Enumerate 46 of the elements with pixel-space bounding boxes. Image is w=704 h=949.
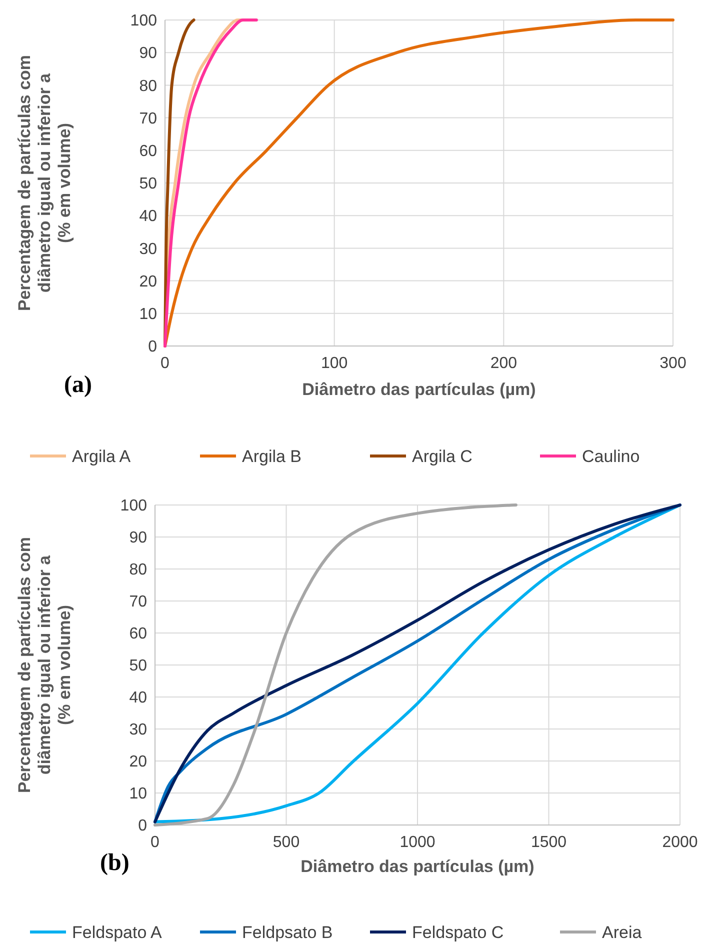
x-tick-label: 1500 xyxy=(530,834,567,851)
y-tick-label: 70 xyxy=(129,594,148,611)
x-axis-title: Diâmetro das partículas (µm) xyxy=(302,380,536,399)
y-tick-label: 90 xyxy=(129,530,148,547)
x-tick-label: 300 xyxy=(660,355,686,372)
y-axis-title: Percentagem de partículas com diâmetro igual ou inferior a (% em volume) xyxy=(15,536,74,794)
x-tick-label: 0 xyxy=(160,355,170,372)
y-tick-label: 80 xyxy=(129,562,148,579)
x-tick-label: 100 xyxy=(320,355,348,372)
y-tick-label: 50 xyxy=(129,658,148,675)
y-tick-label: 40 xyxy=(139,208,158,226)
y-tick-label: 60 xyxy=(139,143,158,160)
y-tick-label: 20 xyxy=(129,754,148,771)
y-tick-label: 0 xyxy=(148,338,158,356)
text: (a) xyxy=(64,372,92,398)
y-tick-label: 70 xyxy=(139,110,158,128)
y-tick-label: 20 xyxy=(139,273,158,290)
x-tick-label: 200 xyxy=(490,355,518,372)
legend-label: Argila C xyxy=(412,447,472,466)
y-tick-label: 30 xyxy=(129,722,148,739)
line-series xyxy=(164,18,674,348)
legend-label: Areia xyxy=(602,923,642,942)
y-tick-label: 90 xyxy=(139,45,158,62)
y-axis-title: Percentagem de partículas com diâmetro igual ou inferior a (% em volume) xyxy=(15,54,74,312)
y-tick-label: 50 xyxy=(139,176,158,193)
legend-label: Argila B xyxy=(242,447,302,466)
y-tick-label: 100 xyxy=(130,12,158,30)
y-tick-label: 80 xyxy=(139,78,158,95)
x-tick-label: 500 xyxy=(272,834,300,851)
y-tick-label: 60 xyxy=(129,626,148,643)
y-tick-label: 10 xyxy=(139,306,158,323)
x-tick-label: 1000 xyxy=(400,834,436,851)
y-tick-label: 40 xyxy=(129,690,148,707)
x-tick-label: 2000 xyxy=(662,834,698,851)
x-axis-title: Diâmetro das partículas (µm) xyxy=(300,857,534,876)
y-tick-label: 100 xyxy=(120,498,148,515)
y-tick-label: 10 xyxy=(129,786,148,803)
legend-label: Feldspato A xyxy=(72,923,162,942)
y-tick-label: 0 xyxy=(138,818,148,835)
y-tick-label: 30 xyxy=(139,240,158,258)
legend-label: Feldspato C xyxy=(412,923,504,942)
legend-label: Caulino xyxy=(582,447,640,466)
legend-label: Feldpsato B xyxy=(242,923,333,942)
text: (b) xyxy=(100,850,130,876)
line-series xyxy=(154,504,682,824)
legend-label: Argila A xyxy=(72,447,132,466)
